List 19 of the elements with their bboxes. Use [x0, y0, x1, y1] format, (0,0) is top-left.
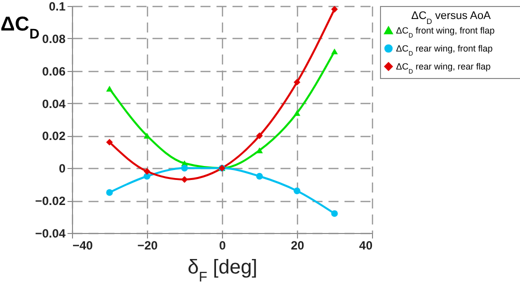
y-tick-label: 0.06: [42, 64, 66, 78]
y-tick-label: −0.04: [35, 226, 66, 240]
x-tick-label: 20: [290, 238, 304, 252]
legend-label: ΔC$_{D}$ front wing, front flap: [396, 26, 495, 39]
y-tick-label: 0.02: [42, 129, 66, 144]
legend-label: ΔC$_{D}$ rear wing, front flap: [396, 44, 493, 57]
y-tick-label: −0.02: [35, 194, 66, 208]
legend-label: ΔC$_{D}$ rear wing, rear flap: [396, 62, 491, 75]
y-tick-label: 0.08: [42, 32, 66, 46]
x-tick-label: −40: [72, 238, 94, 252]
y-axis-title: ΔC$_{D}$: [0, 14, 40, 42]
y-tick-label: 0.04: [42, 96, 66, 111]
x-tick-label: 40: [359, 238, 373, 252]
y-tick-label: 0.1: [48, 0, 66, 14]
x-axis-title: δ$_{F}$ [deg]: [188, 256, 258, 284]
legend-title: ΔC$_{D}$ versus AoA: [411, 10, 492, 26]
y-tick-label: 0: [58, 162, 66, 176]
x-tick-label: −20: [137, 238, 158, 252]
x-tick-label: 0: [219, 238, 226, 252]
